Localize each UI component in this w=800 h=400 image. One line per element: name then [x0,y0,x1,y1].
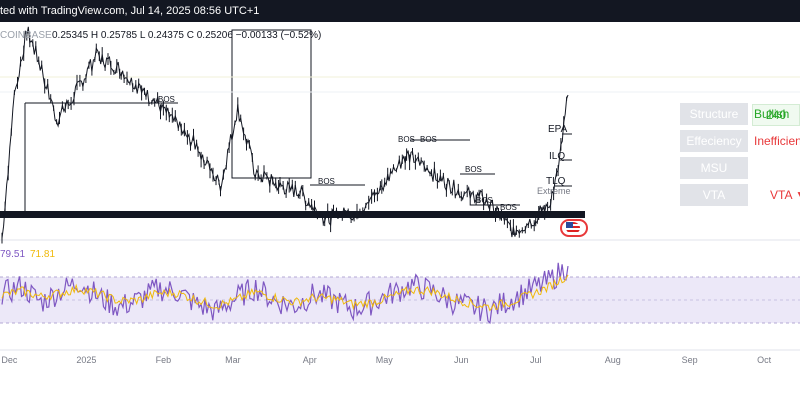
price-label-value: 240 [765,108,787,122]
rsi-series-line-yellow [1,274,569,312]
ilq-label: ILQ [549,151,565,162]
extreme-label: Extreme [537,186,571,196]
dashboard-row-efficiency: Effeciency Inefficient [680,130,800,152]
order-block-box [231,29,312,179]
x-tick-label: Jul [530,355,542,365]
flag-canton [566,222,573,228]
bos-label-6: BOS [476,196,493,205]
flag-stripes [566,222,580,234]
dashboard-value-msu [754,157,800,179]
dashboard-value-structure: Bullish [754,107,790,121]
x-tick-label: Dec [1,355,18,365]
price-chart[interactable]: COINBASE 0.25345 H 0.25785 L 0.24375 C 0… [0,22,800,400]
bos-label-7: BOS [500,203,517,212]
header-bar: ted with TradingView.com, Jul 14, 2025 0… [0,0,800,22]
header-text: ted with TradingView.com, Jul 14, 2025 0… [0,5,260,17]
x-tick-label: Sep [682,355,698,365]
dashboard-label-msu: MSU [680,157,748,179]
bos-label-3: BOS [398,135,415,144]
price-wicks [1,31,568,244]
dashboard-row-msu: MSU [680,157,800,179]
legend-symbol: COINBASE [0,30,52,41]
tlq-label: TLQ [546,176,566,187]
rsi-value-1: 79.51 [0,249,25,260]
rsi-value-2: 71.81 [30,249,55,260]
dashboard-label-structure: Structure [680,103,748,125]
bos-label-1: BOS [158,95,175,104]
dashboard-value-vta: VTA ▼ [770,188,800,202]
dashboard-row-structure: Structure Bullish [680,103,800,125]
dashboard-label-efficiency: Effeciency [680,130,748,152]
us-flag-icon[interactable] [560,219,588,237]
epa-label: EPA [548,124,568,135]
time-axis: Dec 2025 Feb Mar Apr May Jun Jul Aug Sep Oct [1,355,771,365]
x-tick-label: Mar [225,355,241,365]
bos-label-4: BOS [420,135,437,144]
bos-label-5: BOS [465,165,482,174]
dashboard-value-efficiency: Inefficient [754,134,800,148]
dashboard-panel: Structure Bullish Effeciency Inefficient… [680,103,800,235]
x-tick-label: Feb [156,355,172,365]
x-tick-label: May [376,355,394,365]
x-tick-label: Oct [757,355,772,365]
price-label-box: 240 [752,104,800,126]
x-tick-label: Apr [303,355,317,365]
dashboard-row-vta: VTA VTA ▼ [680,184,800,206]
fvg-label: FVG [565,211,581,220]
x-tick-label: Jun [454,355,469,365]
x-tick-label: Aug [605,355,621,365]
legend-ohlc: 0.25345 H 0.25785 L 0.24375 C 0.25206 −0… [52,30,321,41]
dashboard-label-vta: VTA [680,184,748,206]
rsi-series-line-purple [1,262,569,325]
support-band [0,211,585,218]
x-tick-label: 2025 [76,355,96,365]
bos-label-2: BOS [318,177,335,186]
